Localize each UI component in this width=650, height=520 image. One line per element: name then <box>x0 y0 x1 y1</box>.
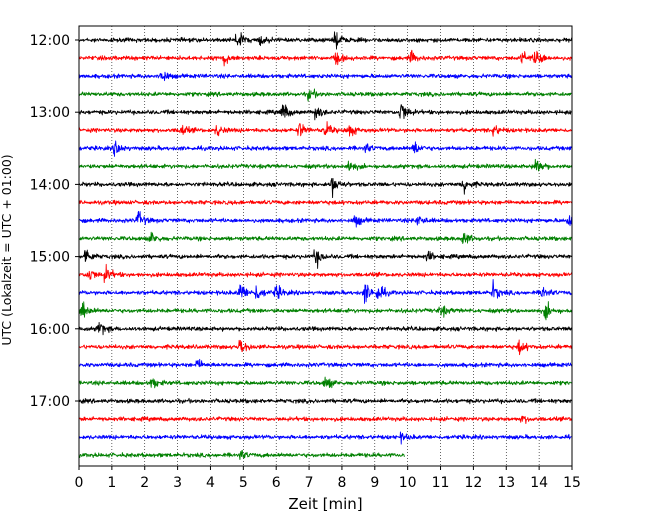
x-tick-label: 3 <box>173 475 182 491</box>
trace-row-1415 <box>78 199 573 206</box>
plot-frame <box>78 25 573 467</box>
trace-row-1400 <box>78 177 573 199</box>
y-tick-label: 15:00 <box>30 250 70 266</box>
trace-row-1630 <box>78 358 573 368</box>
x-axis-ticks: 0 1 2 3 4 5 6 7 8 9 10 11 12 13 14 15 <box>75 466 581 491</box>
x-tick-label: 1 <box>107 475 116 491</box>
x-tick-label: 4 <box>206 475 215 491</box>
x-tick-label: 13 <box>497 475 515 491</box>
x-tick-label: 10 <box>399 475 417 491</box>
trace-row-1315 <box>78 121 573 137</box>
trace-row-1215 <box>78 49 573 67</box>
y-tick-label: 17:00 <box>30 394 70 410</box>
x-tick-label: 14 <box>530 475 548 491</box>
x-tick-label: 7 <box>305 475 314 491</box>
x-tick-label: 15 <box>563 475 581 491</box>
x-tick-label: 6 <box>272 475 281 491</box>
x-tick-label: 0 <box>75 475 84 491</box>
trace-row-1445 <box>78 231 573 244</box>
x-tick-label: 8 <box>337 475 346 491</box>
trace-row-1330 <box>78 140 573 157</box>
x-tick-label: 9 <box>370 475 379 491</box>
x-tick-label: 2 <box>140 475 149 491</box>
x-tick-label: 11 <box>432 475 450 491</box>
y-tick-label: 16:00 <box>30 322 70 338</box>
trace-row-1530 <box>78 279 572 304</box>
trace-row-1730 <box>78 431 572 445</box>
trace-row-1615 <box>78 339 573 356</box>
trace-row-1200 <box>78 31 573 50</box>
trace-row-1300 <box>78 104 572 121</box>
trace-row-1545 <box>78 301 573 321</box>
trace-row-1515 <box>78 263 573 284</box>
trace-row-1500 <box>78 249 573 269</box>
trace-row-1245 <box>78 88 572 102</box>
trace-row-1715 <box>78 415 573 424</box>
trace-row-1345 <box>78 158 573 172</box>
y-tick-label: 13:00 <box>30 105 70 121</box>
trace-row-1230 <box>78 71 573 82</box>
trace-row-1430 <box>78 210 573 228</box>
y-axis-label: UTC (Lokalzeit = UTC + 01:00) <box>0 154 14 345</box>
trace-row-1745 <box>78 449 405 461</box>
seismic-traces <box>78 31 573 461</box>
x-tick-label: 5 <box>239 475 248 491</box>
y-tick-label: 12:00 <box>30 33 70 49</box>
x-tick-label: 12 <box>464 475 482 491</box>
trace-row-1700 <box>78 397 572 405</box>
y-tick-label: 14:00 <box>30 177 70 193</box>
trace-row-1645 <box>78 376 572 389</box>
x-gridlines <box>111 26 540 466</box>
trace-row-1600 <box>78 322 572 336</box>
x-axis-label: Zeit [min] <box>288 495 362 513</box>
y-axis-ticks: 12:00 13:00 14:00 15:00 16:00 17:00 <box>30 33 79 410</box>
